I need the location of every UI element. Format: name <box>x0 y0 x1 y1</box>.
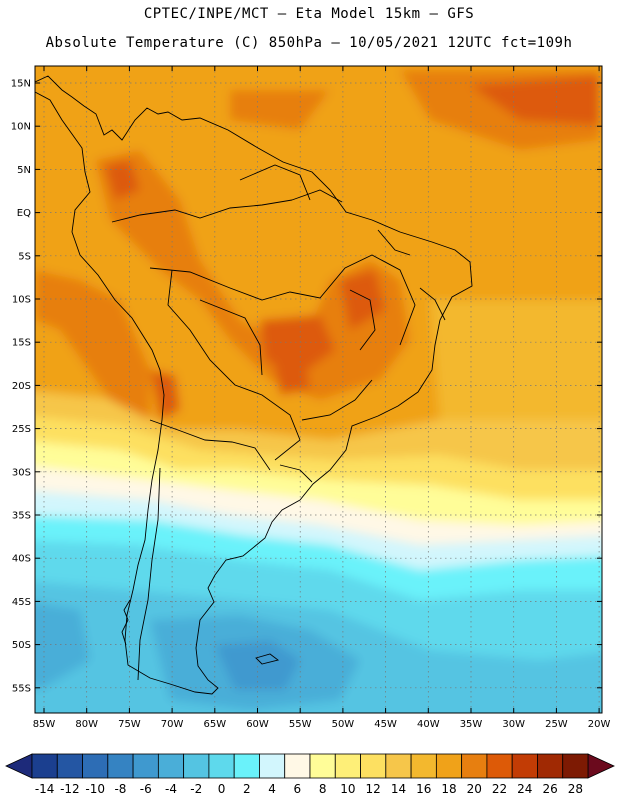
colorbar-swatch <box>410 753 437 779</box>
colorbar-swatch <box>157 753 185 779</box>
colorbar-swatch <box>511 753 538 779</box>
colorbar-label: 18 <box>441 782 456 796</box>
latitude-labels: 15N 10N 5N EQ 5S 10S 15S 20S 25S 30S 35S 40S 45S 50S 5… <box>11 79 602 694</box>
map-frame <box>34 65 603 714</box>
colorbar-swatch <box>259 753 286 779</box>
colorbar-swatch <box>360 753 387 779</box>
colorbar-label: 28 <box>568 782 583 796</box>
lon-label: 70W <box>161 719 184 730</box>
colorbar-swatch <box>183 753 210 779</box>
colorbar-label: 20 <box>467 782 482 796</box>
lat-label: 30S <box>12 467 31 478</box>
colorbar-label: 26 <box>542 782 557 796</box>
lon-label: 60W <box>246 719 269 730</box>
colorbar-swatch <box>284 753 311 779</box>
lon-label: 20W <box>588 719 611 730</box>
colorbar-swatch <box>537 753 564 779</box>
lon-label: 55W <box>289 719 312 730</box>
colorbar-label: -4 <box>165 782 177 796</box>
lat-label: 35S <box>12 511 31 522</box>
lon-label: 45W <box>374 719 397 730</box>
colorbar-swatch <box>31 753 58 779</box>
lon-label: 80W <box>75 719 98 730</box>
colorbar-swatch <box>385 753 412 779</box>
colorbar-label: -2 <box>190 782 202 796</box>
colorbar-swatch <box>461 753 488 779</box>
colorbar-swatch <box>435 753 463 779</box>
colorbar-swatch <box>334 753 361 779</box>
colorbar: -14 -12 -10 -8 -6 -4 -2 0 2 4 6 8 10 12 14 16 18 20 22 24 26… <box>5 753 615 796</box>
lat-label: 25S <box>12 424 31 435</box>
temperature-field <box>35 66 602 713</box>
colorbar-label: 22 <box>492 782 507 796</box>
lat-label: 15S <box>12 338 31 349</box>
colorbar-label: -8 <box>114 782 126 796</box>
coastlines <box>35 75 473 695</box>
colorbar-label: 24 <box>517 782 532 796</box>
colorbar-swatch <box>107 753 134 779</box>
colorbar-swatch <box>562 753 589 779</box>
colorbar-label: 8 <box>319 782 327 796</box>
title-line-1: CPTEC/INPE/MCT — Eta Model 15km — GFS <box>143 6 475 22</box>
lat-label: 40S <box>12 554 31 565</box>
colorbar-label: 16 <box>416 782 431 796</box>
title-line-2: Absolute Temperature (C) 850hPa — 10/05/… <box>45 35 573 51</box>
lat-label: 10S <box>12 295 31 306</box>
colorbar-label: 6 <box>294 782 302 796</box>
lon-label: 75W <box>118 719 141 730</box>
lat-label: 20S <box>12 381 31 392</box>
lat-label: 5S <box>18 251 31 262</box>
longitude-labels: 85W 80W 75W 70W 65W 60W 55W 50W 45W 40W 35W 30W 25W 2… <box>33 66 611 730</box>
colorbar-swatch <box>208 753 235 779</box>
colorbar-label: 4 <box>268 782 276 796</box>
lat-label: EQ <box>17 208 31 219</box>
colorbar-label: -14 <box>35 782 55 796</box>
colorbar-swatch <box>486 753 513 779</box>
lon-label: 85W <box>33 719 56 730</box>
colorbar-label: -10 <box>85 782 105 796</box>
colorbar-label: 0 <box>218 782 226 796</box>
colorbar-label: 12 <box>366 782 381 796</box>
colorbar-swatch <box>309 753 336 779</box>
lat-label: 15N <box>11 79 31 90</box>
lon-label: 30W <box>502 719 525 730</box>
colorbar-label: -6 <box>140 782 152 796</box>
lon-label: 25W <box>545 719 568 730</box>
colorbar-label: 2 <box>243 782 251 796</box>
lat-label: 5N <box>17 165 31 176</box>
colorbar-swatch <box>82 753 109 779</box>
lon-label: 65W <box>203 719 226 730</box>
colorbar-label: 14 <box>391 782 406 796</box>
colorbar-label: 10 <box>340 782 355 796</box>
lat-label: 10N <box>11 122 31 133</box>
colorbar-label: -12 <box>60 782 80 796</box>
lat-label: 55S <box>12 683 31 694</box>
colorbar-swatch <box>132 753 159 779</box>
lat-label: 45S <box>12 597 31 608</box>
lat-label: 50S <box>12 640 31 651</box>
lon-label: 50W <box>332 719 355 730</box>
lon-label: 40W <box>417 719 440 730</box>
colorbar-swatch <box>56 753 83 779</box>
colorbar-low-arrow <box>5 753 33 779</box>
lon-label: 35W <box>460 719 483 730</box>
colorbar-swatch <box>233 753 260 779</box>
colorbar-high-arrow <box>587 753 615 779</box>
